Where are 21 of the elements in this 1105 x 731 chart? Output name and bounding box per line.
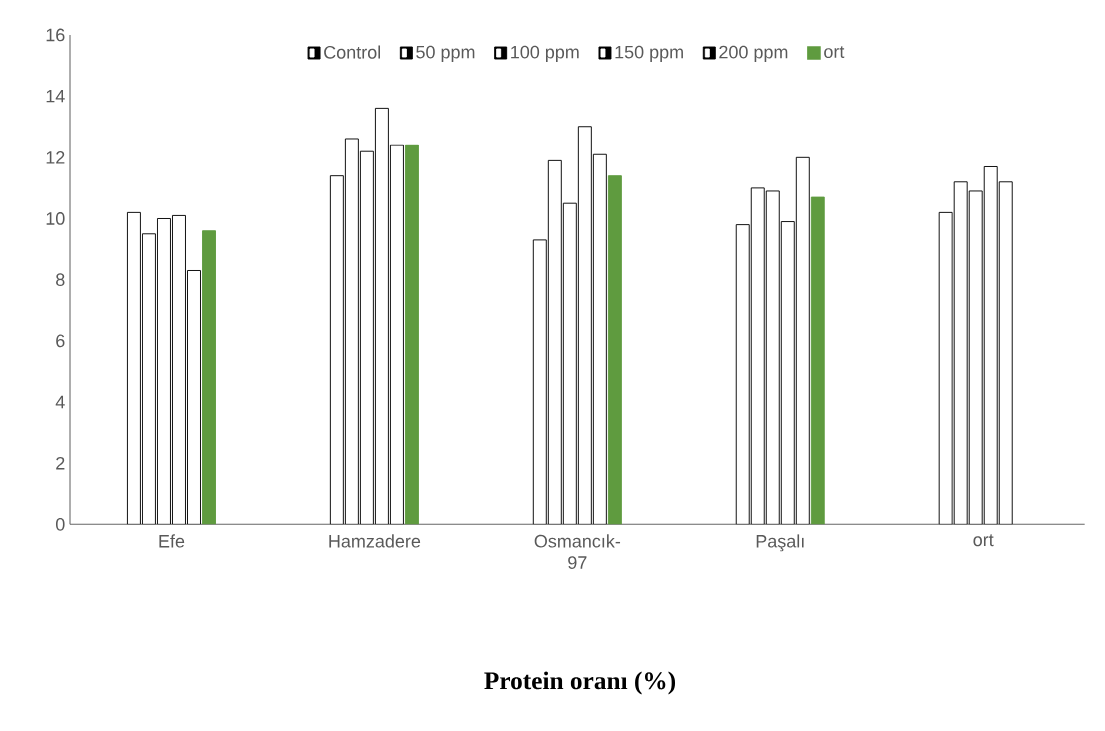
x-tick-label: Osmancık-97 xyxy=(534,534,621,569)
y-tick-label: 0 xyxy=(55,517,65,531)
legend-label: 100 ppm xyxy=(511,45,579,63)
y-tick-label: 12 xyxy=(46,151,65,164)
x-tick-label: Paşalı xyxy=(756,534,804,552)
legend-label: 50 ppm xyxy=(416,45,475,63)
y-tick-label: 10 xyxy=(46,212,65,225)
y-tick-label: 8 xyxy=(56,273,65,287)
text: Protein oranı (%) xyxy=(484,671,676,695)
y-tick-label: 6 xyxy=(56,334,65,348)
y-tick-label: 2 xyxy=(56,456,65,470)
y-tick-label: 14 xyxy=(46,89,65,103)
y-tick-label: 4 xyxy=(55,395,65,409)
legend-label: ort xyxy=(824,46,845,58)
legend-label: 150 ppm xyxy=(615,45,683,63)
legend-label: 200 ppm xyxy=(719,45,788,63)
legend-label: Control xyxy=(324,45,381,59)
x-tick-label: ort xyxy=(973,534,994,547)
x-tick-label: Efe xyxy=(159,534,185,548)
x-tick-label: Hamzadere xyxy=(329,534,421,548)
y-tick-label: 16 xyxy=(46,28,65,42)
